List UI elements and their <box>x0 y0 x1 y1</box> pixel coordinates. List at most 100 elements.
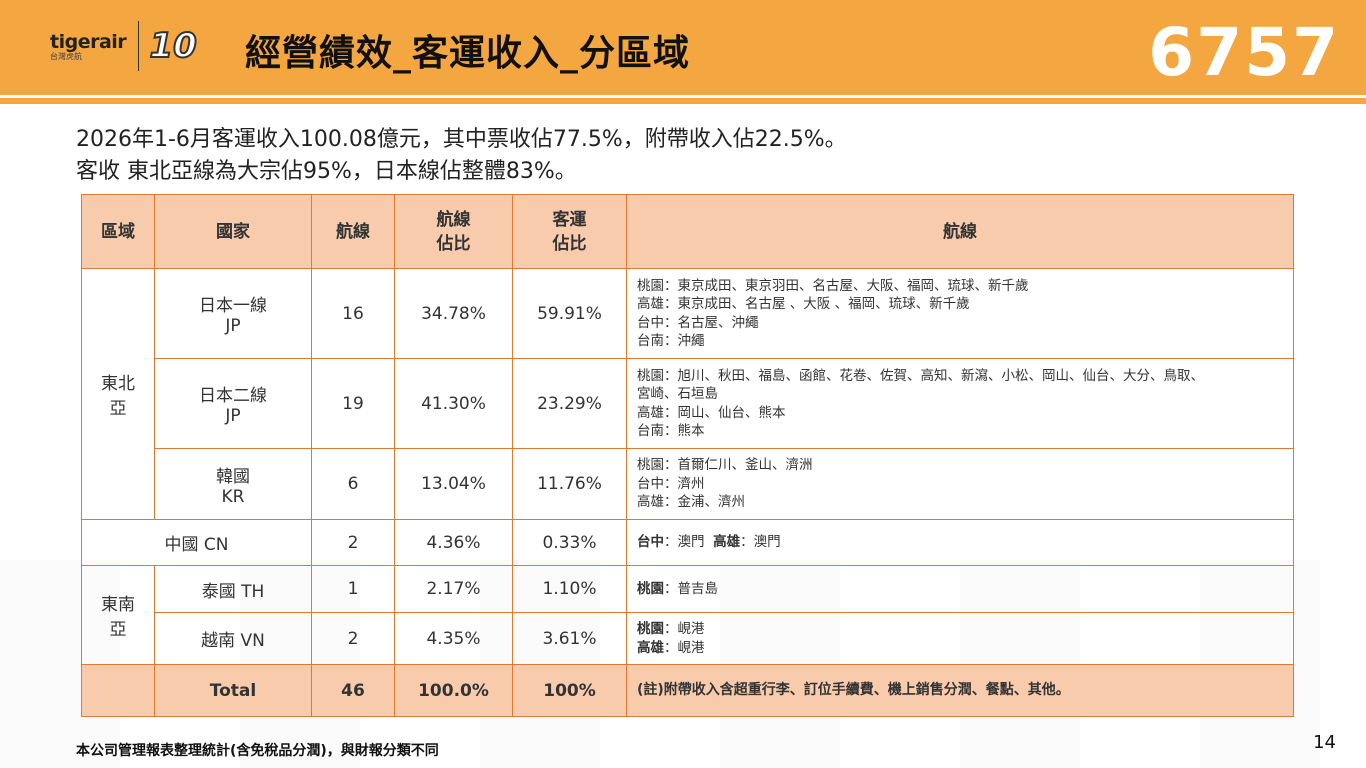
total-route-count: 46 <box>311 664 395 717</box>
header-route-share-line1: 航線 <box>436 209 471 230</box>
logo-wordmark: tigerair <box>50 30 127 53</box>
region-label-line2: 亞 <box>109 620 127 640</box>
country-cell: 日本二線 JP <box>154 358 312 449</box>
route-line: 桃園：峴港 <box>637 620 1285 639</box>
route-origin: 高雄 <box>713 534 741 551</box>
route-line: 桃園：首爾仁川、釜山、濟洲 <box>637 457 813 474</box>
table-row: 中國 CN 2 4.36% 0.33% 台中：澳門 高雄：澳門 <box>81 519 1294 566</box>
routes-cell: 桃園：東京成田、東京羽田、名古屋、大阪、福岡、琉球、新千歲 高雄：東京成田、名古… <box>626 268 1294 359</box>
route-origin: 台中 <box>637 534 664 551</box>
logo-divider <box>138 21 140 71</box>
route-share-cell: 13.04% <box>394 448 513 520</box>
route-share-cell: 34.78% <box>394 268 513 359</box>
country-cell: 泰國 TH <box>154 565 312 613</box>
route-count-cell: 1 <box>311 565 395 613</box>
route-origin: 桃園 <box>637 621 664 637</box>
country-cell: 日本一線 JP <box>154 268 312 359</box>
summary-text: 2026年1-6月客運收入100.08億元，其中票收佔77.5%，附帶收入佔22… <box>76 124 847 188</box>
revenue-by-region-table: 區域 國家 航線 航線 佔比 客運 佔比 航線 東北 亞 日本一線 JP 16 … <box>81 194 1294 717</box>
country-name: 日本二線 <box>199 386 267 406</box>
header-pax-share-line1: 客運 <box>552 209 587 230</box>
route-destination: ：普吉島 <box>664 580 718 597</box>
total-route-share: 100.0% <box>394 664 513 717</box>
country-cell: 韓國 KR <box>154 448 312 520</box>
header-pax-share-line2: 佔比 <box>552 233 587 254</box>
header-underline <box>0 98 1366 104</box>
pax-share-cell: 59.91% <box>512 268 627 359</box>
table-row: 東北 亞 日本一線 JP 16 34.78% 59.91% 桃園：東京成田、東京… <box>81 268 1294 520</box>
route-line: 台中：名古屋、沖繩 <box>637 314 759 331</box>
company-logo: tigerair 台灣虎航 10 <box>50 21 230 71</box>
table-row: 日本二線 JP 19 41.30% 23.29% 桃園：旭川、秋田、福島、函館、… <box>82 358 1294 449</box>
route-share-cell: 2.17% <box>394 565 513 613</box>
route-line: 高雄：峴港 <box>637 639 1285 658</box>
routes-cell: 桃園：首爾仁川、釜山、濟洲 台中：濟州 高雄：金浦、濟州 <box>626 448 1294 520</box>
route-count-cell: 2 <box>311 612 395 665</box>
route-share-cell: 41.30% <box>394 358 513 449</box>
route-line: 桃園：旭川、秋田、福島、函館、花卷、佐賀、高知、新瀉、小松、岡山、仙台、大分、鳥… <box>637 367 1204 384</box>
region-northeast-asia: 東北 亞 <box>81 268 155 520</box>
footer-note: 本公司管理報表整理統計(含免稅品分潤)，與財報分類不同 <box>76 743 439 759</box>
route-count-cell: 2 <box>311 519 395 566</box>
route-line: 高雄：金浦、濟州 <box>637 494 745 511</box>
pax-share-cell: 0.33% <box>512 519 627 566</box>
table-row: 越南 VN 2 4.35% 3.61% 桃園：峴港 高雄：峴港 <box>82 612 1294 665</box>
table-row: 東南 亞 泰國 TH 1 2.17% 1.10% 桃園：普吉島 <box>81 565 1294 665</box>
table-total-row: Total 46 100.0% 100% (註)附帶收入含超重行李、訂位手續費、… <box>81 664 1294 717</box>
country-code: JP <box>225 406 241 426</box>
route-origin: 高雄 <box>637 639 664 656</box>
route-count-cell: 16 <box>311 268 395 359</box>
page-number: 14 <box>1313 732 1336 753</box>
header-bar: tigerair 台灣虎航 10 經營績效_客運收入_分區域 6757 <box>0 0 1366 95</box>
route-origin: 桃園 <box>637 580 664 597</box>
route-line: 台南：熊本 <box>637 423 705 439</box>
summary-line-1: 2026年1-6月客運收入100.08億元，其中票收佔77.5%，附帶收入佔22… <box>76 127 847 152</box>
route-line: 高雄：東京成田、名古屋 、大阪 、福岡、琉球、新千歲 <box>637 296 970 312</box>
pax-share-cell: 23.29% <box>512 358 627 449</box>
country-code: JP <box>225 316 241 336</box>
region-label-line1: 東北 <box>101 374 135 394</box>
country-code: KR <box>221 486 245 507</box>
route-count-cell: 19 <box>311 358 395 449</box>
route-line: 台南：沖繩 <box>637 333 705 349</box>
header-country: 國家 <box>154 194 312 269</box>
stock-code: 6757 <box>1148 14 1340 91</box>
route-share-cell: 4.36% <box>394 519 513 566</box>
header-route-share-line2: 佔比 <box>436 233 471 254</box>
routes-cell: 桃園：峴港 高雄：峴港 <box>626 612 1294 665</box>
route-share-cell: 4.35% <box>394 612 513 665</box>
summary-line-2: 客收 東北亞線為大宗佔95%，日本線佔整體83%。 <box>76 159 577 184</box>
region-southeast-asia: 東南 亞 <box>81 565 155 665</box>
route-line: 宮崎、石垣島 <box>637 386 718 402</box>
pax-share-cell: 3.61% <box>512 612 627 665</box>
route-destination: ：峴港 <box>664 621 705 637</box>
pax-share-cell: 1.10% <box>512 565 627 613</box>
routes-cell: 桃園：普吉島 <box>626 565 1294 613</box>
ancillary-note: (註)附帶收入含超重行李、訂位手續費、機上銷售分潤、餐點、其他。 <box>626 664 1294 717</box>
region-label-line1: 東南 <box>101 595 135 615</box>
total-region-cell <box>81 664 155 717</box>
country-cell-china: 中國 CN <box>81 519 312 566</box>
route-line: 桃園：東京成田、東京羽田、名古屋、大阪、福岡、琉球、新千歲 <box>637 277 1029 294</box>
page-title: 經營績效_客運收入_分區域 <box>245 33 691 74</box>
country-cell: 越南 VN <box>154 612 312 665</box>
route-count-cell: 6 <box>311 448 395 520</box>
route-destination: ：澳門 <box>664 534 705 551</box>
header-pax-share: 客運 佔比 <box>512 194 627 269</box>
logo-subtitle: 台灣虎航 <box>50 51 82 61</box>
header-region: 區域 <box>81 194 155 269</box>
header-routes: 航線 <box>626 194 1294 269</box>
routes-cell: 台中：澳門 高雄：澳門 <box>626 519 1294 566</box>
total-pax-share: 100% <box>512 664 627 717</box>
route-line: 台中：濟州 <box>637 475 705 492</box>
header-route-count: 航線 <box>311 194 395 269</box>
routes-cell: 桃園：旭川、秋田、福島、函館、花卷、佐賀、高知、新瀉、小松、岡山、仙台、大分、鳥… <box>626 358 1294 449</box>
country-name: 韓國 <box>216 466 250 487</box>
region-label-line2: 亞 <box>109 399 127 419</box>
table-row: 韓國 KR 6 13.04% 11.76% 桃園：首爾仁川、釜山、濟洲 台中：濟… <box>82 448 1294 520</box>
route-line: 高雄：岡山、仙台、熊本 <box>637 404 786 421</box>
header-route-share: 航線 佔比 <box>394 194 513 269</box>
route-destination: ：澳門 <box>740 534 781 551</box>
table-header-row: 區域 國家 航線 航線 佔比 客運 佔比 航線 <box>81 194 1294 269</box>
total-label: Total <box>154 664 312 717</box>
